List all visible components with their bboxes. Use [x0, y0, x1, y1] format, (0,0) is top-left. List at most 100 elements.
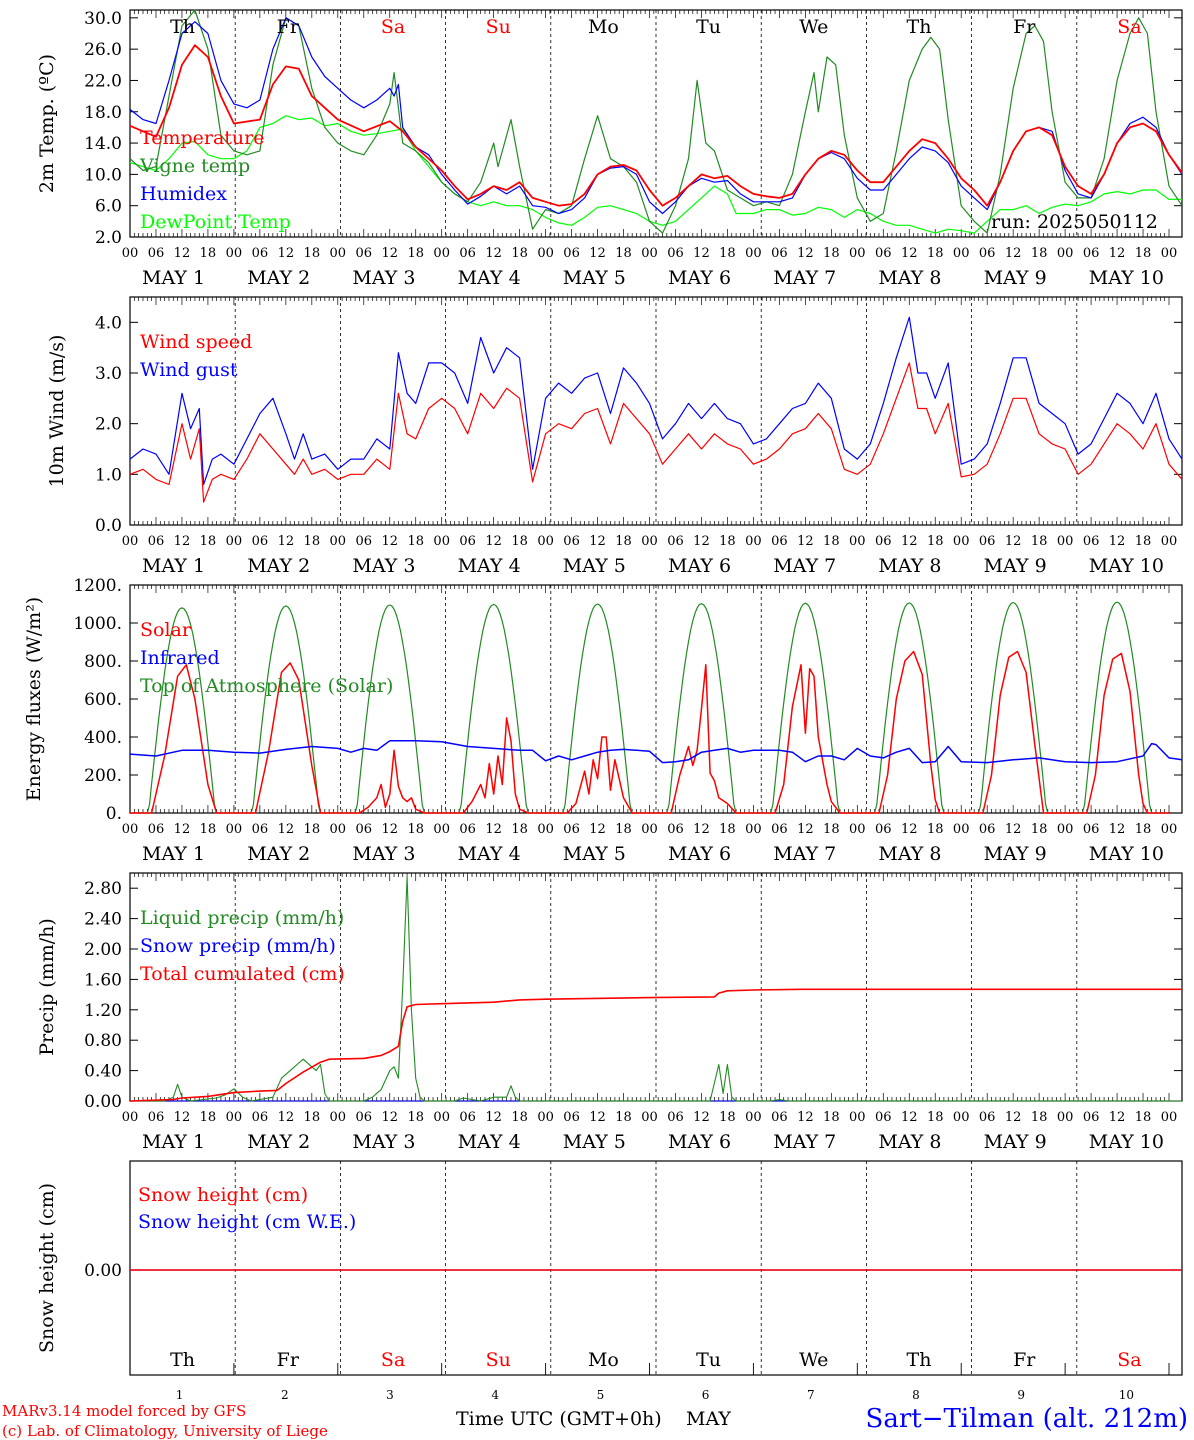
x-tick-label: 00: [745, 1110, 762, 1125]
x-tick-label: 00: [641, 1110, 658, 1125]
date-label: MAY 6: [668, 555, 731, 577]
x-tick-label: 06: [148, 246, 165, 261]
date-label: MAY 10: [1089, 267, 1164, 289]
day-number: 3: [386, 1388, 394, 1402]
x-tick-label: 00: [226, 822, 243, 837]
x-tick-label: 06: [667, 534, 684, 549]
date-label: MAY 5: [563, 843, 626, 865]
x-tick-label: 18: [823, 534, 840, 549]
y-tick-label: 0.: [106, 804, 122, 824]
y-axis-label: Precip (mm/h): [36, 918, 58, 1056]
day-name: Fr: [277, 1349, 300, 1371]
series-line-0: [129, 44, 1183, 207]
x-tick-labels: 00 06 12 18 00 06 12 18 00 06 12 18 00 06 12 18 00 06 12 18…: [122, 534, 1178, 577]
x-tick-label: 18: [1135, 822, 1152, 837]
x-tick-label: 12: [1005, 534, 1022, 549]
date-label: MAY 2: [247, 555, 310, 577]
date-label: MAY 10: [1089, 1131, 1164, 1153]
x-tick-label: 18: [823, 1110, 840, 1125]
hour-ticks: [129, 585, 1170, 813]
x-tick-label: 18: [1031, 246, 1048, 261]
x-tick-label: 18: [719, 246, 736, 261]
x-tick-label: 18: [304, 246, 321, 261]
y-axis-label: Snow height (cm): [36, 1183, 58, 1353]
series-line-1: [129, 316, 1183, 486]
x-tick-label: 06: [979, 246, 996, 261]
legend-entry: Wind speed: [140, 331, 252, 353]
x-tick-label: 00: [641, 822, 658, 837]
series-line-0: [130, 650, 1169, 814]
legend-entry: Total cumulated (cm): [140, 963, 345, 985]
day-name: Fr: [1013, 1349, 1036, 1371]
run-annotation: run: 2025050112: [991, 211, 1158, 233]
x-tick-label: 12: [1109, 246, 1126, 261]
y-tick-label: 1200.: [73, 576, 122, 596]
x-tick-label: 12: [174, 1110, 191, 1125]
x-tick-label: 00: [953, 534, 970, 549]
x-tick-label: 18: [615, 534, 632, 549]
day-name: Th: [170, 16, 195, 38]
x-tick-label: 18: [511, 1110, 528, 1125]
temperature-panel: 00 06 12 18 00 06 12 18 00 06 12 18 00 06 12 18 00 06 12 18…: [36, 9, 1183, 289]
x-tick-label: 18: [304, 1110, 321, 1125]
day-name: We: [799, 16, 828, 38]
y-tick-label: 26.0: [84, 40, 122, 60]
x-axis-month: MAY: [686, 1408, 731, 1430]
date-label: MAY 5: [563, 1131, 626, 1153]
x-tick-labels: 00 06 12 18 00 06 12 18 00 06 12 18 00 06 12 18 00 06 12 18…: [122, 822, 1178, 865]
x-tick-label: 06: [1083, 822, 1100, 837]
legend-entry: Snow height (cm W.E.): [138, 1211, 356, 1233]
date-label: MAY 6: [668, 267, 731, 289]
x-tick-label: 00: [745, 822, 762, 837]
footer: MARv3.14 model forced by GFS (c) Lab. of …: [2, 1402, 1188, 1440]
x-tick-label: 06: [459, 1110, 476, 1125]
day-name: Tu: [696, 16, 721, 38]
day-name: Mo: [588, 1349, 619, 1371]
x-tick-label: 18: [304, 822, 321, 837]
x-tick-label: 06: [771, 1110, 788, 1125]
x-tick-label: 06: [875, 1110, 892, 1125]
series-line-1: [129, 9, 1183, 234]
lab-credit: (c) Lab. of Climatology, University of L…: [2, 1422, 328, 1440]
x-tick-label: 06: [667, 246, 684, 261]
day-name: Tu: [696, 1349, 721, 1371]
date-label: MAY 5: [563, 267, 626, 289]
y-tick-label: 400.: [84, 728, 122, 748]
x-tick-label: 00: [953, 822, 970, 837]
x-tick-label: 12: [278, 1110, 295, 1125]
x-tick-label: 00: [849, 1110, 866, 1125]
x-tick-label: 12: [589, 246, 606, 261]
day-name: Fr: [1013, 16, 1036, 38]
day-number: 9: [1017, 1388, 1025, 1402]
x-tick-label: 06: [979, 1110, 996, 1125]
x-tick-label: 06: [252, 1110, 269, 1125]
hour-ticks: [129, 1363, 1170, 1375]
x-tick-label: 12: [278, 822, 295, 837]
x-tick-label: 00: [122, 534, 139, 549]
x-tick-label: 12: [485, 246, 502, 261]
x-tick-label: 00: [1057, 822, 1074, 837]
date-label: MAY 1: [142, 555, 205, 577]
x-tick-label: 06: [148, 1110, 165, 1125]
x-tick-label: 18: [927, 822, 944, 837]
x-tick-label: 18: [719, 534, 736, 549]
x-tick-label: 18: [200, 246, 217, 261]
x-tick-label: 12: [589, 1110, 606, 1125]
x-tick-label: 00: [1161, 246, 1178, 261]
y-tick-label: 4.0: [95, 313, 122, 333]
x-tick-label: 18: [719, 822, 736, 837]
x-tick-label: 06: [148, 534, 165, 549]
x-tick-label: 00: [1057, 1110, 1074, 1125]
x-tick-label: 12: [381, 1110, 398, 1125]
x-tick-label: 18: [1135, 534, 1152, 549]
x-tick-label: 12: [901, 246, 918, 261]
y-tick-label: 18.0: [84, 103, 122, 123]
day-number: 10: [1119, 1388, 1134, 1402]
x-tick-label: 00: [433, 246, 450, 261]
x-tick-label: 18: [407, 822, 424, 837]
legend-entry: Liquid precip (mm/h): [140, 907, 344, 929]
x-tick-label: 06: [459, 822, 476, 837]
x-tick-label: 18: [1031, 822, 1048, 837]
x-tick-labels: 00 06 12 18 00 06 12 18 00 06 12 18 00 06 12 18 00 06 12 18…: [122, 246, 1178, 289]
